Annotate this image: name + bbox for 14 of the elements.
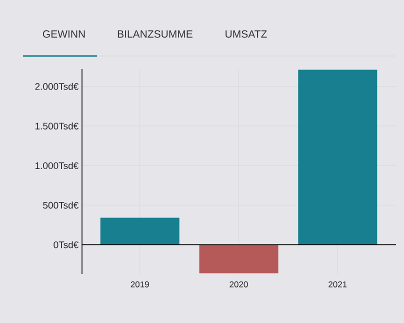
- text: GEWINN: [42, 30, 85, 38]
- y-tick-label: 2.000Tsd€: [35, 82, 79, 90]
- x-tick-label: 2020: [230, 281, 248, 288]
- text: BILANZSUMME: [118, 30, 192, 38]
- y-tick-label: 0Tsd€: [54, 241, 79, 248]
- bar: [100, 218, 180, 245]
- text: UMSATZ: [226, 30, 267, 38]
- y-tick-label: 500Tsd€: [43, 202, 79, 209]
- y-tick-label: 1.500Tsd€: [36, 122, 79, 130]
- bar: [298, 70, 378, 245]
- bar: [199, 244, 278, 274]
- y-tick-label: 1.000Tsd€: [36, 162, 79, 170]
- x-tick-label: 2021: [328, 281, 347, 288]
- x-tick-label: 2019: [130, 281, 149, 288]
